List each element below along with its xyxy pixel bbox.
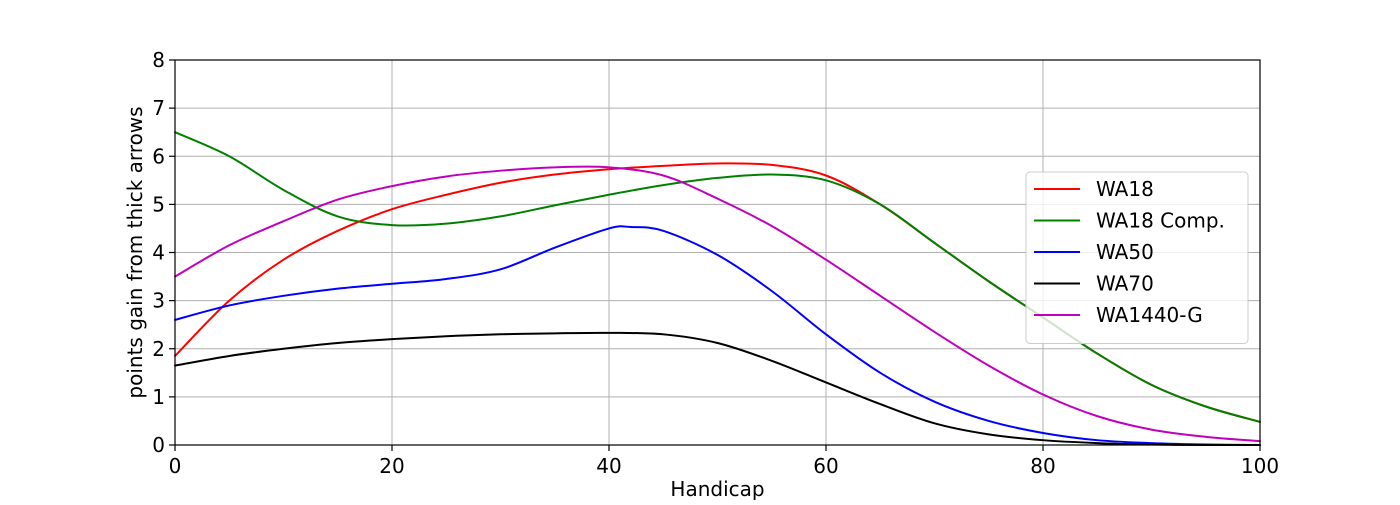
y-tick-label: 2 — [152, 337, 165, 361]
x-tick-label: 60 — [813, 454, 838, 478]
legend-label: WA1440-G — [1096, 303, 1203, 327]
series-line-wa1440-g — [174, 165, 1261, 443]
x-tick-label: 40 — [596, 454, 621, 478]
y-tick-label: 8 — [152, 48, 165, 72]
legend: WA18 WA18 Comp. WA50 WA70 WA1440-G — [1025, 171, 1249, 344]
x-tick-label: 80 — [1030, 454, 1055, 478]
y-tick-label: 3 — [152, 289, 165, 313]
series-line-wa70 — [174, 331, 1261, 447]
y-tick-label: 5 — [152, 192, 165, 216]
y-axis-label: points gain from thick arrows — [123, 106, 147, 398]
legend-label: WA50 — [1096, 240, 1154, 264]
legend-label: WA18 — [1096, 177, 1154, 201]
legend-label: WA70 — [1096, 272, 1154, 296]
x-tick-label: 100 — [1241, 454, 1279, 478]
legend-box — [1025, 171, 1249, 344]
y-tick-label: 7 — [152, 96, 165, 120]
x-axis-label: Handicap — [670, 477, 764, 500]
y-tick-label: 6 — [152, 144, 165, 168]
y-tick-label: 0 — [152, 433, 165, 457]
legend-label: WA18 Comp. — [1096, 209, 1225, 233]
x-tick-label: 0 — [169, 454, 182, 478]
y-tick-label: 4 — [152, 241, 165, 265]
series-line-wa50 — [174, 225, 1261, 446]
y-tick-label: 1 — [152, 385, 165, 409]
x-tick-label: 20 — [379, 454, 404, 478]
axis-ticks: 0 20 40 60 80 100 0 1 2 3 4 5 6 7 8 — [152, 48, 1279, 478]
